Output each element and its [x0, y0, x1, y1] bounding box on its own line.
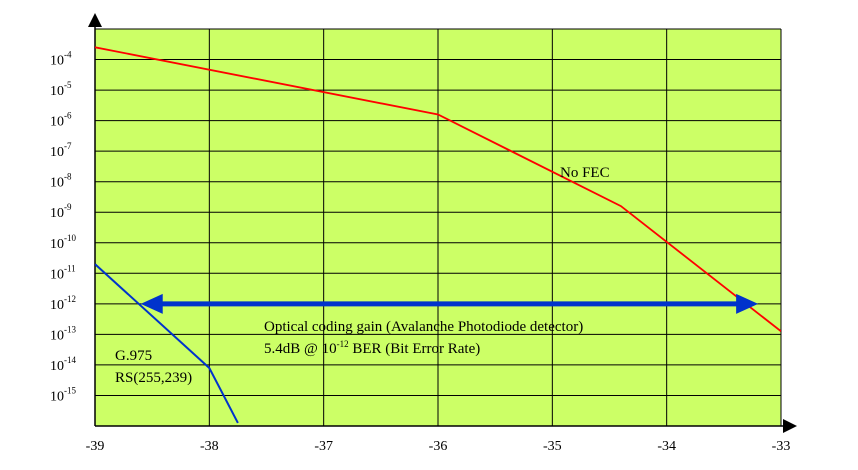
y-tick-label: 10-14 — [50, 355, 76, 374]
x-tick-label: -37 — [314, 439, 333, 454]
y-tick-label: 10-15 — [50, 385, 76, 404]
x-tick-label: -39 — [86, 439, 105, 454]
y-tick-label: 10-12 — [50, 294, 76, 313]
y-tick-label: 10-9 — [50, 202, 72, 221]
gain-label-exp: -12 — [337, 339, 349, 349]
series — [95, 46, 781, 424]
y-tick-label: 10-8 — [50, 172, 72, 191]
gain-arrow-left-head — [140, 293, 163, 314]
x-tick-labels: -39 -38 -37 -36 -35 -34 -33 — [86, 439, 791, 454]
y-axis-arrowhead — [88, 13, 102, 27]
gain-arrow-right-head — [736, 293, 759, 314]
y-tick-label: 10-6 — [50, 111, 72, 130]
annotations: No FEC G.975 RS(255,239) Optical coding … — [115, 165, 610, 386]
y-tick-label: 10-7 — [50, 141, 72, 160]
rs-label-line1: G.975 — [115, 348, 152, 364]
grid — [94, 28, 782, 427]
x-tick-label: -36 — [429, 439, 448, 454]
gain-label-line2: 5.4dB @ 10-12 BER (Bit Error Rate) — [264, 339, 480, 357]
y-tick-labels: 10-4 10-5 10-6 10-7 10-8 10-9 10-10 10-11 10-12 1… — [50, 50, 76, 405]
x-tick-label: -33 — [772, 439, 791, 454]
y-tick-label: 10-11 — [50, 263, 76, 282]
series-line-rs-255-239 — [95, 263, 239, 424]
x-tick-label: -38 — [200, 439, 219, 454]
y-tick-label: 10-13 — [50, 324, 76, 343]
gain-label-line2-a: 5.4dB @ — [264, 341, 322, 357]
y-tick-label: 10-10 — [50, 233, 76, 252]
rs-label-line2: RS(255,239) — [115, 370, 192, 386]
gain-label-line2-b: BER (Bit Error Rate) — [349, 341, 481, 357]
gain-label-base: 10 — [322, 341, 337, 357]
no-fec-label: No FEC — [560, 165, 610, 181]
x-tick-label: -35 — [543, 439, 562, 454]
x-tick-label: -34 — [657, 439, 676, 454]
gain-label-line1: Optical coding gain (Avalanche Photodiod… — [264, 319, 583, 335]
axes — [88, 13, 797, 433]
y-tick-label: 10-4 — [50, 50, 72, 69]
series-line-no-fec — [95, 46, 781, 333]
x-axis-arrowhead — [783, 419, 797, 433]
y-tick-label: 10-5 — [50, 80, 72, 99]
